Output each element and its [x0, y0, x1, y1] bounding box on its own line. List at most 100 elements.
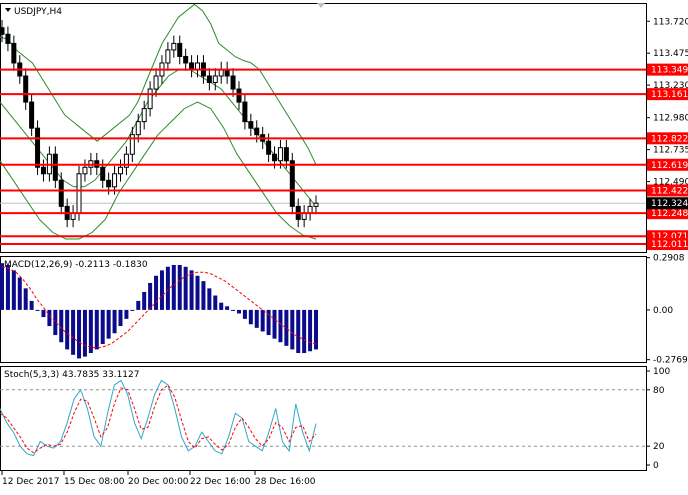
macd-histogram-bar — [47, 309, 52, 327]
candle-body — [212, 75, 218, 84]
candle-body — [40, 166, 46, 175]
macd-histogram-bar — [0, 263, 4, 310]
macd-histogram-bar — [77, 309, 82, 359]
candle-body — [183, 55, 189, 64]
candle-body — [5, 33, 11, 44]
macd-histogram-bar — [5, 264, 10, 310]
price-tick-label: 112.490 — [653, 178, 688, 188]
x-axis: 12 Dec 2017 15 Dec 08:00 20 Dec 00:00 22 De… — [1, 470, 316, 487]
candle-body — [272, 153, 278, 162]
candle-body — [189, 62, 195, 70]
macd-histogram-bar — [260, 309, 265, 332]
level-label: 112.422 — [651, 186, 688, 196]
price-tick-label: 112.980 — [653, 114, 688, 124]
macd-signal-line — [1, 266, 317, 349]
macd-tick-label: 0.2908 — [653, 254, 685, 264]
candle-body — [23, 75, 29, 103]
candle-body — [248, 121, 254, 129]
macd-histogram-bar — [290, 309, 295, 350]
candle-body — [177, 42, 183, 57]
candle-body — [35, 127, 41, 168]
stoch-title: Stoch(5,3,3) 43.7835 33.1127 — [4, 370, 139, 380]
stoch-tick-label: 20 — [653, 442, 665, 452]
macd-histogram-bar — [284, 309, 289, 346]
level-label: 113.161 — [651, 90, 688, 100]
macd-tick-label: -0.2769 — [653, 356, 688, 366]
candle-body — [313, 202, 319, 207]
level-label: 112.071 — [651, 232, 688, 242]
candle-body — [277, 147, 283, 162]
candle-body — [171, 42, 177, 51]
price-tick-label: 112.735 — [653, 146, 688, 156]
macd-histogram-bar — [130, 309, 135, 311]
level-label-box — [647, 184, 688, 197]
level-label-box — [647, 63, 688, 76]
macd-histogram-bar — [177, 264, 182, 310]
macd-histogram-bar — [136, 300, 141, 310]
chart-title: USDJPY,H4 — [14, 7, 62, 17]
shift-marker-icon — [317, 3, 325, 8]
macd-histogram-bar — [17, 277, 22, 310]
x-tick-label: 12 Dec 2017 — [2, 477, 60, 487]
candle-body — [100, 166, 106, 181]
macd-histogram-bar — [71, 309, 76, 355]
macd-histogram-bar — [254, 309, 259, 328]
price-panel: 113.720 113.475 113.230 112.980 112.735 112.4… — [0, 3, 688, 253]
dropdown-icon — [5, 8, 11, 12]
candle-body — [307, 205, 313, 214]
candle-body — [29, 101, 35, 129]
macd-histogram-bar — [296, 309, 301, 354]
macd-histogram-bar — [124, 309, 129, 319]
level-label: 112.619 — [651, 161, 688, 171]
macd-histogram-bar — [65, 309, 70, 350]
level-label-box — [647, 207, 688, 220]
candle-body — [165, 49, 171, 64]
level-label-box — [647, 88, 688, 101]
stoch-panel: 100 80 20 0 Stoch(5,3,3) 43.7835 33.1127 — [0, 366, 670, 471]
candle-body — [230, 75, 236, 90]
x-tick-label: 22 Dec 16:00 — [190, 477, 251, 487]
x-tick-label: 20 Dec 00:00 — [128, 477, 189, 487]
candle-body — [195, 62, 201, 70]
candle-body — [289, 160, 295, 207]
macd-histogram-bar — [266, 309, 271, 336]
macd-histogram-bar — [195, 275, 200, 310]
candle-body — [141, 108, 147, 123]
candle-body — [52, 153, 58, 181]
stoch-tick-label: 100 — [653, 367, 670, 377]
macd-histogram-bar — [165, 266, 170, 310]
macd-histogram-bar — [23, 288, 28, 310]
macd-histogram-bar — [88, 309, 93, 354]
macd-histogram-bar — [154, 275, 159, 310]
macd-histogram-bar — [11, 270, 16, 310]
candle-body — [206, 75, 212, 84]
level-label: 112.011 — [651, 240, 688, 250]
macd-histogram-bar — [100, 309, 105, 345]
macd-histogram-bar — [213, 295, 218, 310]
macd-histogram-bar — [242, 309, 247, 319]
macd-histogram-bar — [148, 282, 153, 310]
candle-body — [254, 127, 260, 136]
candle-body — [147, 88, 153, 110]
macd-histogram-bar — [53, 309, 58, 336]
macd-title: MACD(12,26,9) -0.2113 -0.1830 — [4, 260, 148, 270]
candle-body — [242, 101, 248, 123]
candle-body — [82, 166, 88, 175]
macd-histogram-bar — [29, 300, 34, 310]
price-tick-label: 113.230 — [653, 81, 688, 91]
macd-panel: 0.2908 0.00 -0.2769 MACD(12,26,9) -0.2113 -… — [0, 254, 688, 366]
macd-histogram-bar — [219, 302, 224, 310]
macd-histogram-bar — [231, 309, 236, 311]
macd-histogram-bar — [314, 309, 318, 350]
macd-histogram-bar — [201, 281, 206, 310]
level-label-box — [647, 158, 688, 171]
candle-body — [117, 166, 123, 175]
level-label-box — [647, 238, 688, 251]
macd-histogram-bar — [236, 309, 241, 314]
macd-histogram-bar — [171, 264, 176, 310]
macd-histogram-bar — [142, 291, 147, 310]
macd-histogram-bar — [106, 309, 111, 339]
stoch-tick-label: 0 — [653, 461, 659, 471]
macd-histogram-bar — [225, 306, 230, 310]
